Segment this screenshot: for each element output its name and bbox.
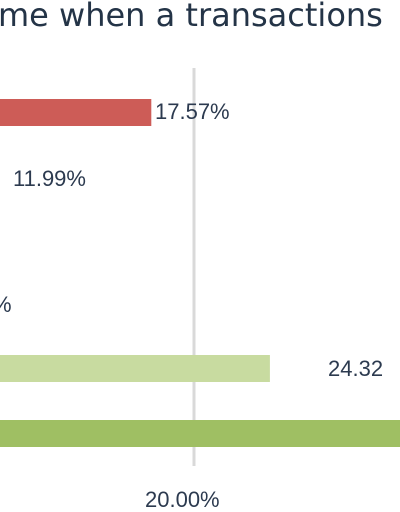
data-label-4: 24.32 (328, 356, 383, 381)
chart-title: me when a transactions (0, 0, 383, 34)
data-label-1: 17.57% (155, 99, 230, 124)
bar-5 (0, 420, 400, 447)
data-label-3: % (0, 292, 12, 317)
bar-1 (0, 99, 152, 126)
data-label-2: 11.99% (13, 166, 86, 191)
x-axis-tick-20: 20.00% (145, 487, 220, 512)
bar-4 (0, 355, 270, 382)
